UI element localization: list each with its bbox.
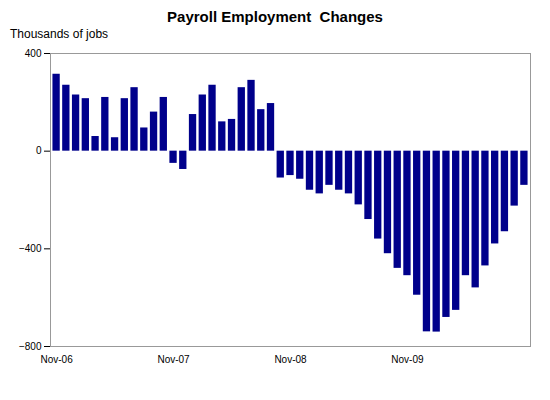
svg-text:Nov-08: Nov-08 <box>274 354 307 365</box>
svg-text:400: 400 <box>25 48 42 59</box>
html-text:Thousands of jobs: Thousands of jobs <box>10 27 109 41</box>
svg-text:Nov-09: Nov-09 <box>391 354 424 365</box>
svg-text:−400: −400 <box>19 243 42 254</box>
svg-text:Nov-06: Nov-06 <box>40 354 73 365</box>
html-text:Payroll Employment Changes: Payroll Employment Changes <box>167 8 383 25</box>
svg-text:0: 0 <box>36 145 42 156</box>
svg-text:Nov-07: Nov-07 <box>157 354 190 365</box>
svg-text:−800: −800 <box>19 341 42 352</box>
